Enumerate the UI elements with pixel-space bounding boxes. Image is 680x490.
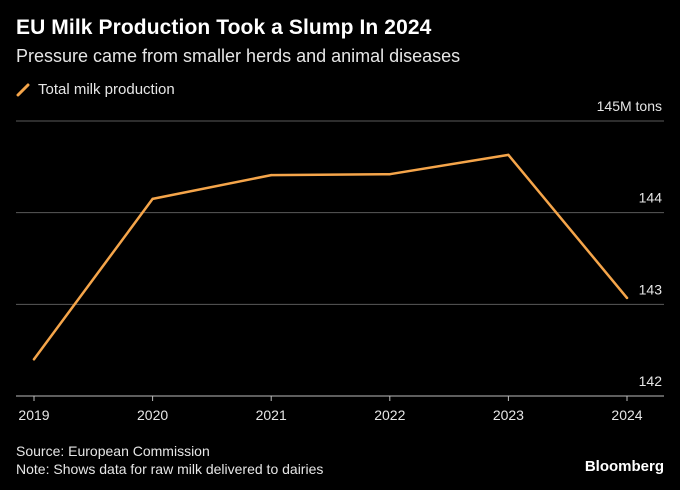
y-tick-label: 144 — [639, 190, 663, 206]
y-axis-ticks: 145M tons 144 143 142 — [597, 98, 663, 389]
series-layer — [32, 153, 629, 361]
footer: Source: European Commission Note: Shows … — [16, 442, 323, 478]
source-note: Source: European Commission — [16, 443, 210, 459]
brand-logo: Bloomberg — [584, 458, 664, 475]
x-tick-label: 2021 — [256, 407, 287, 423]
legend-swatch-icon — [16, 83, 30, 96]
chart-title: EU Milk Production Took a Slump In 2024 — [16, 16, 432, 39]
data-point — [270, 173, 273, 177]
y-tick-label: 143 — [639, 281, 663, 297]
legend-label: Total milk production — [38, 81, 175, 98]
legend: Total milk production — [16, 81, 175, 98]
data-point — [32, 358, 36, 361]
y-tick-label: 142 — [639, 373, 663, 389]
x-tick-label: 2022 — [374, 407, 405, 423]
data-point — [507, 153, 510, 157]
x-tick-label: 2024 — [611, 407, 642, 423]
x-axis: 2019 2020 2021 2022 2023 2024 — [16, 395, 664, 423]
series-line — [32, 153, 629, 361]
x-tick-label: 2023 — [493, 407, 524, 423]
grid-layer — [16, 120, 664, 305]
data-note: Note: Shows data for raw milk delivered … — [16, 461, 324, 477]
x-tick-label: 2020 — [137, 407, 168, 423]
y-tick-label: 145M tons — [597, 98, 662, 114]
data-point — [151, 197, 154, 201]
data-point — [388, 172, 391, 176]
x-tick-label: 2019 — [18, 407, 49, 423]
data-point — [625, 296, 629, 300]
chart-subtitle: Pressure came from smaller herds and ani… — [16, 46, 461, 66]
